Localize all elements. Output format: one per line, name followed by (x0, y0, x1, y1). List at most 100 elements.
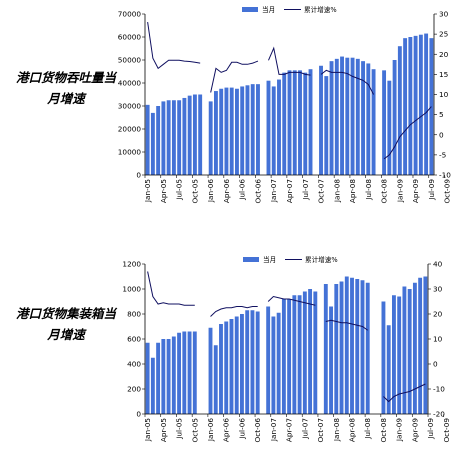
bar (182, 331, 187, 414)
x-tick-label: Oct-08 (379, 418, 388, 443)
bar (256, 84, 260, 175)
x-tick-label: Jul-05 (175, 179, 184, 201)
bar (245, 85, 250, 175)
bar (323, 284, 328, 414)
bar (424, 33, 429, 175)
bar (266, 306, 271, 414)
x-tick-label: Jan-08 (332, 418, 341, 443)
left-tick-label: 20000 (118, 125, 142, 134)
x-tick-label: Oct-09 (443, 179, 452, 204)
bar (250, 310, 255, 414)
x-tick-label: Jul-06 (237, 418, 246, 440)
legend-bar-swatch (243, 257, 259, 262)
left-tick-label: 400 (127, 360, 141, 369)
x-tick-label: Jul-09 (427, 179, 436, 201)
bar (287, 299, 292, 414)
bar (355, 58, 360, 175)
x-tick-label: Apr-07 (285, 418, 294, 442)
right-tick-label: 5 (439, 110, 444, 119)
bar (339, 281, 344, 414)
line-series (147, 271, 426, 403)
bar (392, 60, 397, 175)
bar (245, 310, 250, 414)
bar (250, 84, 255, 175)
left-tick-label: 10000 (118, 148, 142, 157)
bar (166, 100, 171, 175)
x-tick-label: Oct-05 (190, 179, 199, 204)
x-tick-label: Jan-06 (206, 418, 215, 443)
bar (334, 58, 339, 175)
bar (392, 295, 396, 414)
bar (402, 286, 407, 414)
bar (266, 80, 271, 175)
chart-1-side-title-line-1: 港口货物吞吐量当 (15, 70, 116, 85)
right-tick-label: -10 (433, 385, 445, 394)
chart-2-side-title: 港口货物集装箱当 月增速 (0, 303, 132, 345)
bar (229, 87, 234, 175)
bar (319, 65, 323, 175)
bar (298, 70, 302, 175)
bar (381, 301, 386, 414)
left-tick-label: 200 (127, 385, 141, 394)
right-tick-label: 0 (433, 360, 438, 369)
bar (150, 357, 155, 414)
bar (166, 339, 171, 414)
chart-2-side-title-line-2: 月增速 (47, 327, 85, 342)
x-tick-label: Jan-05 (143, 418, 152, 442)
right-tick-label: -20 (433, 410, 445, 419)
left-tick-label: 30000 (118, 102, 142, 111)
x-tick-label: Jan-09 (395, 179, 404, 204)
x-tick-label: Apr-05 (159, 179, 168, 203)
right-tick-label: 20 (439, 50, 449, 59)
x-tick-label: Apr-09 (410, 418, 419, 442)
chart-2: 0 200 400 600 800 1000 1200 -20 -10 0 10 20 30 40 Jan-… (122, 255, 450, 443)
bar (192, 94, 197, 175)
bar (161, 339, 166, 414)
bar (213, 345, 218, 414)
x-tick-label: Oct-07 (317, 179, 326, 204)
bar (240, 86, 245, 175)
bar (407, 289, 412, 414)
right-tick-label: 15 (439, 70, 448, 79)
bar (308, 69, 313, 175)
bar (355, 279, 360, 414)
left-tick-label: 1000 (122, 285, 141, 294)
legend-line-label: 累计增速% (305, 255, 338, 264)
bar (397, 296, 402, 414)
bar (344, 276, 349, 414)
bar (182, 97, 187, 175)
x-tick-label: Jan-05 (143, 179, 152, 203)
right-tick-label: 30 (439, 10, 449, 19)
bar (418, 277, 423, 414)
left-tick-label: 0 (136, 410, 141, 419)
bar (365, 282, 370, 414)
bar (276, 312, 281, 414)
bar (150, 112, 155, 175)
right-tick-label: 30 (433, 285, 443, 294)
bar (271, 316, 276, 414)
chart-1-side-title: 港口货物吞吐量当 月增速 (0, 67, 132, 109)
x-tick-label: Oct-09 (442, 418, 451, 443)
bar (271, 86, 276, 175)
x-tick-label: Apr-08 (348, 179, 357, 203)
bar (292, 295, 297, 414)
x-tick-label: Jul-06 (238, 179, 247, 201)
left-tick-label: 70000 (118, 10, 142, 19)
bar (371, 69, 376, 175)
right-tick-label: 10 (433, 335, 443, 344)
left-tick-label: 0 (136, 171, 141, 180)
bar (219, 324, 223, 414)
bar (334, 284, 339, 414)
bar (418, 34, 423, 176)
x-tick-label: Jan-08 (332, 179, 341, 204)
bar (208, 327, 213, 414)
x-tick-label: Jul-09 (426, 418, 435, 440)
bar (329, 306, 333, 414)
right-tick-label: 25 (439, 30, 448, 39)
bar (234, 316, 239, 414)
bar (345, 57, 350, 176)
bar (145, 104, 150, 175)
bar (177, 100, 182, 175)
bar (350, 277, 354, 414)
x-tick-label: Jul-07 (300, 418, 309, 440)
